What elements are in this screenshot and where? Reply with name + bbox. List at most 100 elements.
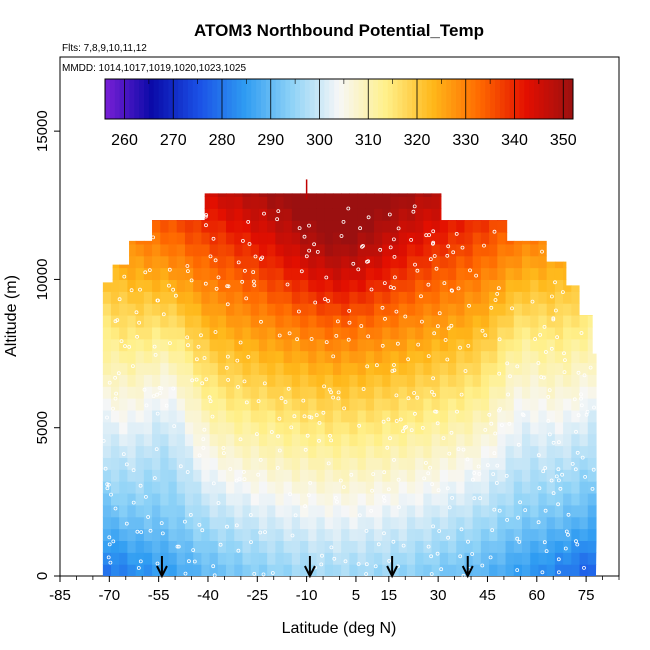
sample-point bbox=[434, 266, 439, 271]
heatmap-cell bbox=[480, 255, 490, 269]
heatmap-cell bbox=[579, 255, 589, 269]
sample-point bbox=[579, 403, 584, 408]
colorbar-segment bbox=[197, 79, 204, 119]
heatmap-cell bbox=[357, 469, 367, 482]
sample-point bbox=[216, 275, 221, 280]
heatmap-cell bbox=[217, 469, 227, 482]
heatmap-cell bbox=[291, 208, 301, 221]
heatmap-cell bbox=[456, 457, 466, 470]
heatmap-cell bbox=[505, 243, 515, 257]
heatmap-cell bbox=[571, 362, 581, 375]
heatmap-cell bbox=[563, 445, 572, 458]
heatmap-cell bbox=[316, 196, 326, 209]
heatmap-cell bbox=[119, 255, 129, 269]
heatmap-cell bbox=[324, 362, 334, 375]
heatmap-cell bbox=[332, 504, 342, 518]
heatmap-cell bbox=[168, 564, 178, 576]
heatmap-cell bbox=[415, 528, 424, 542]
heatmap-cell bbox=[489, 350, 498, 364]
sample-point bbox=[105, 486, 110, 491]
sample-point bbox=[309, 337, 314, 341]
sample-point bbox=[420, 425, 425, 430]
sample-point bbox=[211, 236, 216, 241]
heatmap-cell bbox=[250, 338, 260, 352]
heatmap-cell bbox=[439, 398, 449, 411]
heatmap-cell bbox=[522, 516, 531, 530]
sample-point bbox=[328, 433, 332, 438]
heatmap-cell bbox=[201, 362, 211, 375]
heatmap-cell bbox=[250, 231, 260, 245]
heatmap-cell bbox=[324, 564, 334, 576]
heatmap-cell bbox=[456, 350, 466, 364]
sample-point bbox=[225, 302, 230, 307]
heatmap-cell bbox=[184, 208, 194, 221]
heatmap-cell bbox=[415, 445, 424, 458]
heatmap-cell bbox=[472, 267, 482, 281]
heatmap-cell bbox=[193, 433, 202, 447]
heatmap-cell bbox=[135, 220, 145, 233]
heatmap-cell bbox=[324, 421, 334, 435]
heatmap-cell bbox=[415, 315, 424, 328]
heatmap-cell bbox=[349, 386, 359, 399]
sample-point bbox=[495, 291, 500, 296]
sample-point bbox=[343, 559, 348, 564]
heatmap-cell bbox=[505, 350, 515, 364]
heatmap-cell bbox=[406, 469, 416, 482]
sample-point bbox=[119, 339, 124, 344]
heatmap-cell bbox=[357, 220, 367, 233]
heatmap-cell bbox=[374, 457, 383, 470]
heatmap-cell bbox=[546, 196, 556, 209]
heatmap-cell bbox=[258, 457, 268, 470]
heatmap-cell bbox=[300, 193, 309, 197]
sample-point bbox=[326, 298, 331, 303]
heatmap-cell bbox=[538, 386, 548, 399]
sample-point bbox=[202, 427, 207, 432]
colorbar-segment bbox=[148, 79, 155, 119]
heatmap-cell bbox=[538, 196, 548, 209]
x-tick-label: -70 bbox=[98, 587, 120, 604]
heatmap-cell bbox=[291, 338, 301, 352]
heatmap-cell bbox=[242, 291, 252, 304]
heatmap-cell bbox=[431, 421, 441, 435]
heatmap-cell bbox=[324, 433, 334, 447]
colorbar-segment bbox=[261, 79, 267, 119]
colorbar-segment bbox=[480, 79, 486, 119]
heatmap-cell bbox=[316, 481, 326, 494]
heatmap-cell bbox=[357, 291, 367, 304]
heatmap-cell bbox=[513, 193, 523, 197]
heatmap-cell bbox=[168, 243, 178, 257]
heatmap-cell bbox=[415, 433, 424, 447]
heatmap-cell bbox=[357, 350, 367, 364]
heatmap-cell bbox=[250, 291, 260, 304]
heatmap-cell bbox=[291, 528, 301, 542]
heatmap-cell bbox=[275, 303, 285, 316]
heatmap-cell bbox=[448, 552, 457, 565]
heatmap-cell bbox=[538, 338, 548, 352]
heatmap-cell bbox=[267, 374, 276, 387]
sample-point bbox=[518, 500, 522, 505]
heatmap-cell bbox=[546, 326, 556, 340]
heatmap-cell bbox=[579, 220, 589, 233]
sample-point bbox=[415, 395, 420, 400]
heatmap-cell bbox=[316, 255, 326, 269]
sample-point bbox=[364, 562, 369, 567]
heatmap-cell bbox=[390, 421, 400, 435]
heatmap-cell bbox=[127, 291, 137, 304]
heatmap-cell bbox=[382, 208, 392, 221]
heatmap-cell bbox=[258, 409, 268, 423]
heatmap-cell bbox=[439, 208, 449, 221]
sample-point bbox=[558, 486, 563, 491]
heatmap-cell bbox=[415, 481, 424, 494]
heatmap-cell bbox=[530, 279, 540, 292]
sample-point bbox=[103, 466, 108, 471]
heatmap-cell bbox=[406, 504, 416, 518]
colorbar-segment bbox=[202, 79, 208, 119]
sample-point bbox=[251, 279, 256, 284]
heatmap-cell bbox=[497, 386, 507, 399]
heatmap-cell bbox=[546, 267, 556, 281]
colorbar-segment bbox=[295, 79, 301, 119]
heatmap-cell bbox=[143, 374, 153, 387]
colorbar-segment bbox=[105, 79, 111, 119]
colorbar-segment bbox=[460, 79, 467, 119]
heatmap-cell bbox=[176, 469, 186, 482]
